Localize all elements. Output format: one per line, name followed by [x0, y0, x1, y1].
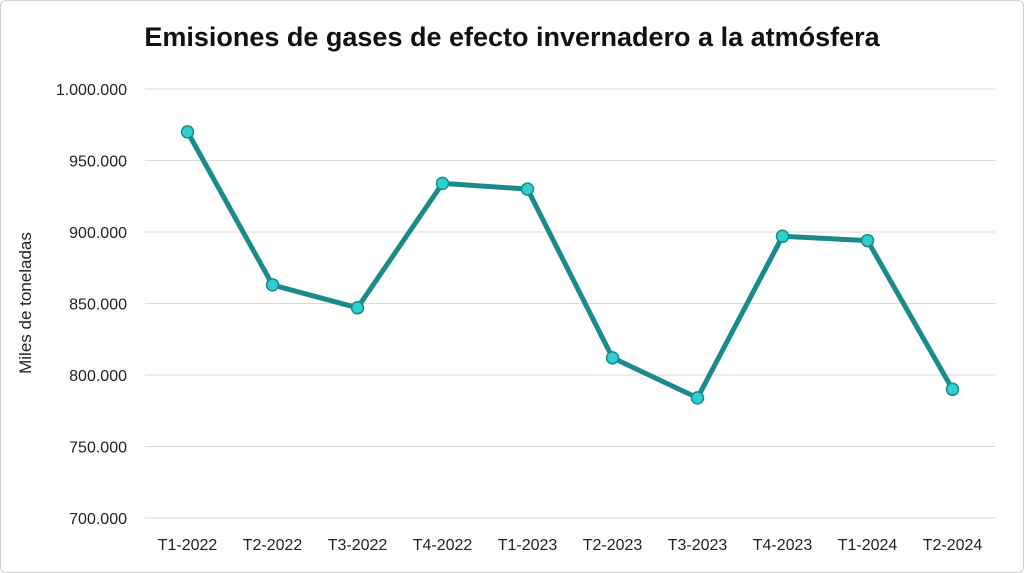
- chart-title: Emisiones de gases de efecto invernadero…: [144, 22, 880, 52]
- x-tick-label: T1-2024: [838, 537, 898, 554]
- data-point: [180, 125, 195, 139]
- data-point: [520, 182, 535, 196]
- y-tick-label: 850.000: [69, 297, 127, 314]
- x-tick-label: T4-2023: [753, 537, 813, 554]
- data-point: [435, 176, 450, 191]
- series-line: [185, 129, 955, 401]
- data-point: [775, 229, 790, 244]
- data-point: [860, 233, 875, 248]
- x-tick-label: T2-2022: [243, 537, 303, 554]
- y-tick-label: 750.000: [69, 440, 127, 457]
- y-tick-label: 700.000: [69, 511, 127, 528]
- y-tick-label: 900.000: [69, 225, 127, 242]
- data-point: [605, 351, 620, 365]
- x-tick-label: T1-2023: [498, 537, 558, 554]
- x-tick-label: T2-2023: [583, 537, 643, 554]
- x-tick-label: T1-2022: [158, 537, 218, 554]
- data-point: [350, 301, 365, 315]
- data-point: [690, 391, 705, 405]
- y-tick-label: 1.000.000: [56, 82, 127, 99]
- data-point: [265, 278, 280, 292]
- y-tick-label: 800.000: [69, 368, 127, 385]
- x-tick-label: T4-2022: [413, 537, 473, 554]
- y-tick-label: 950.000: [69, 154, 127, 171]
- x-tick-label: T3-2023: [668, 537, 728, 554]
- x-tick-label: T2-2024: [923, 537, 983, 554]
- x-tick-label: T3-2022: [328, 537, 388, 554]
- data-point: [945, 382, 960, 397]
